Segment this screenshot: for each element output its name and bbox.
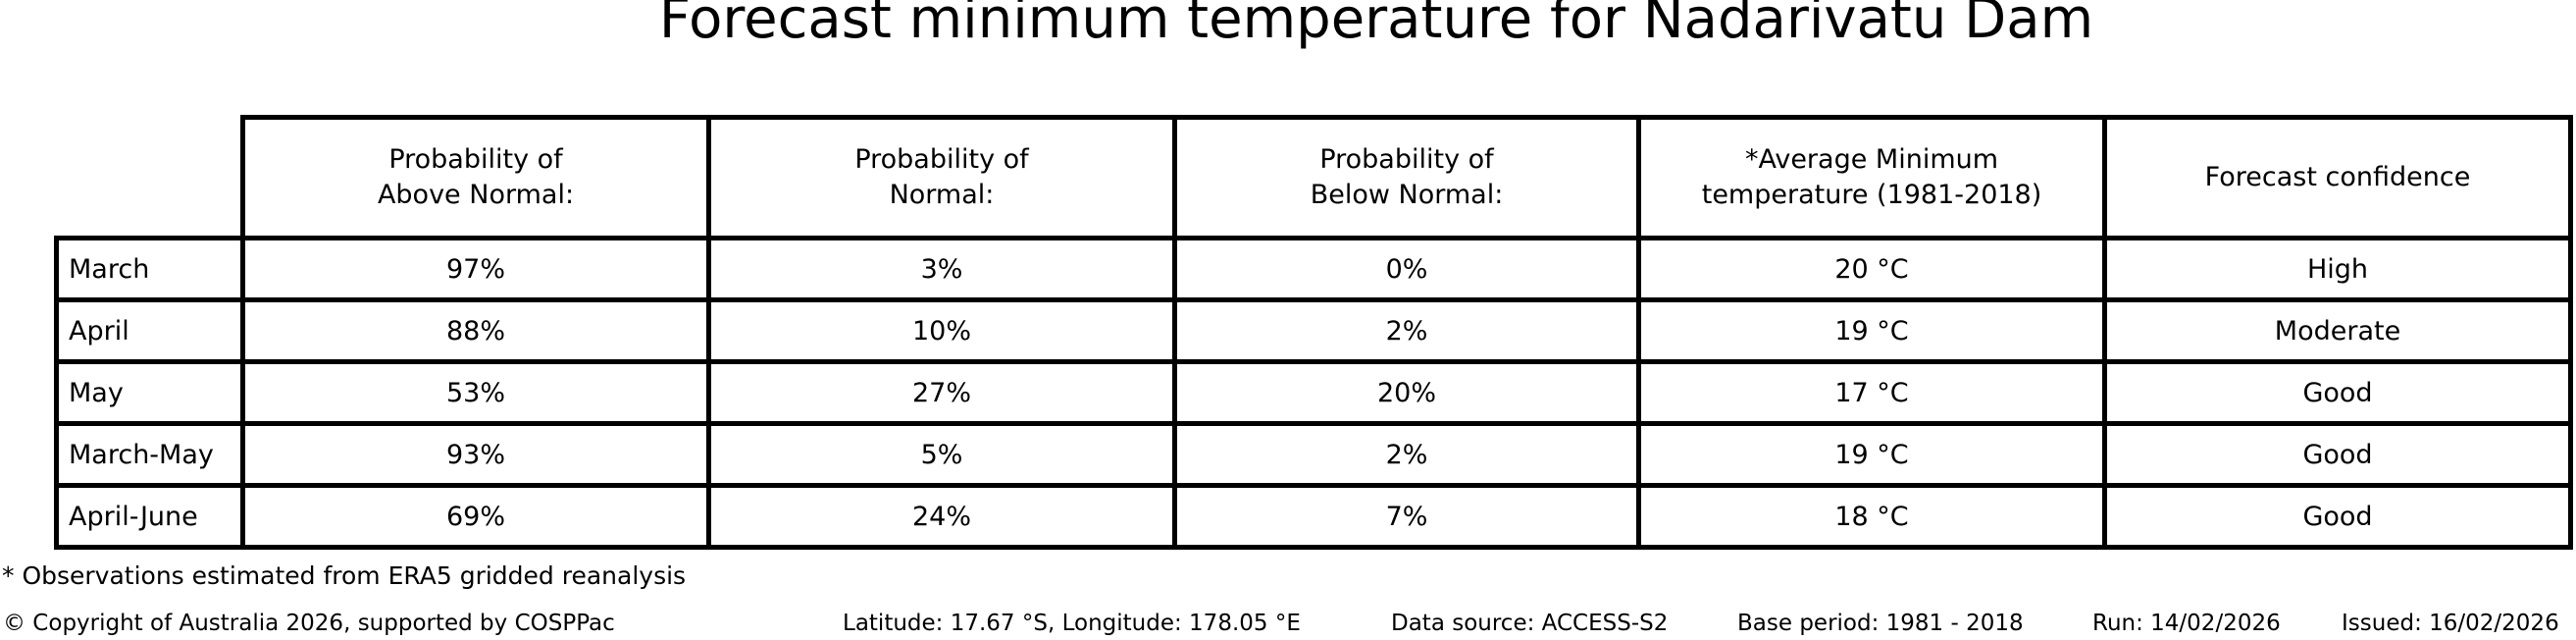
page-title: Forecast minimum temperature for Nadariv… [658,0,2094,51]
copyright-text: © Copyright of Australia 2026, supported… [3,611,615,636]
confidence-cell: Moderate [2102,297,2573,364]
table-row-may: May 53% 27% 20% 17 °C Good [54,359,2573,426]
location-text: Latitude: 17.67 °S, Longitude: 178.05 °E [843,611,1301,636]
prob-below-cell: 2% [1172,421,1641,488]
avg-min-temp-cell: 20 °C [1636,236,2107,302]
header-row: Probability of Above Normal: Probability… [57,115,2573,240]
row-label: April-June [54,483,245,550]
prob-normal-cell: 10% [706,297,1177,364]
table-row-april-june: April-June 69% 24% 7% 18 °C Good [54,483,2573,550]
confidence-cell: High [2102,236,2573,302]
prob-above-cell: 88% [240,297,711,364]
prob-below-cell: 0% [1172,236,1641,302]
table-row-march-may: March-May 93% 5% 2% 19 °C Good [54,421,2573,488]
corner-cell-empty [57,118,243,239]
confidence-cell: Good [2102,421,2573,488]
observations-footnote: * Observations estimated from ERA5 gridd… [2,561,687,590]
table-row-march: March 97% 3% 0% 20 °C High [54,236,2573,302]
run-date-text: Run: 14/02/2026 [2092,611,2281,636]
prob-above-cell: 97% [240,236,711,302]
prob-normal-cell: 3% [706,236,1177,302]
forecast-table: Probability of Above Normal: Probability… [54,115,2573,550]
col-header-normal: Probability of Normal: [706,115,1177,240]
data-source-text: Data source: ACCESS-S2 [1391,611,1669,636]
row-label: April [54,297,245,364]
row-label: March [54,236,245,302]
avg-min-temp-cell: 19 °C [1636,297,2107,364]
base-period-text: Base period: 1981 - 2018 [1737,611,2024,636]
issued-date-text: Issued: 16/02/2026 [2342,611,2559,636]
prob-normal-cell: 27% [706,359,1177,426]
prob-above-cell: 53% [240,359,711,426]
prob-normal-cell: 24% [706,483,1177,550]
table-row-april: April 88% 10% 2% 19 °C Moderate [54,297,2573,364]
col-header-above-normal: Probability of Above Normal: [240,115,711,240]
row-label: March-May [54,421,245,488]
prob-below-cell: 7% [1172,483,1641,550]
col-header-below-normal: Probability of Below Normal: [1172,115,1641,240]
prob-above-cell: 93% [240,421,711,488]
avg-min-temp-cell: 18 °C [1636,483,2107,550]
prob-below-cell: 20% [1172,359,1641,426]
avg-min-temp-cell: 17 °C [1636,359,2107,426]
prob-above-cell: 69% [240,483,711,550]
prob-below-cell: 2% [1172,297,1641,364]
confidence-cell: Good [2102,483,2573,550]
col-header-forecast-confidence: Forecast confidence [2102,115,2573,240]
confidence-cell: Good [2102,359,2573,426]
col-header-avg-min-temp: *Average Minimum temperature (1981-2018) [1636,115,2107,240]
avg-min-temp-cell: 19 °C [1636,421,2107,488]
prob-normal-cell: 5% [706,421,1177,488]
row-label: May [54,359,245,426]
